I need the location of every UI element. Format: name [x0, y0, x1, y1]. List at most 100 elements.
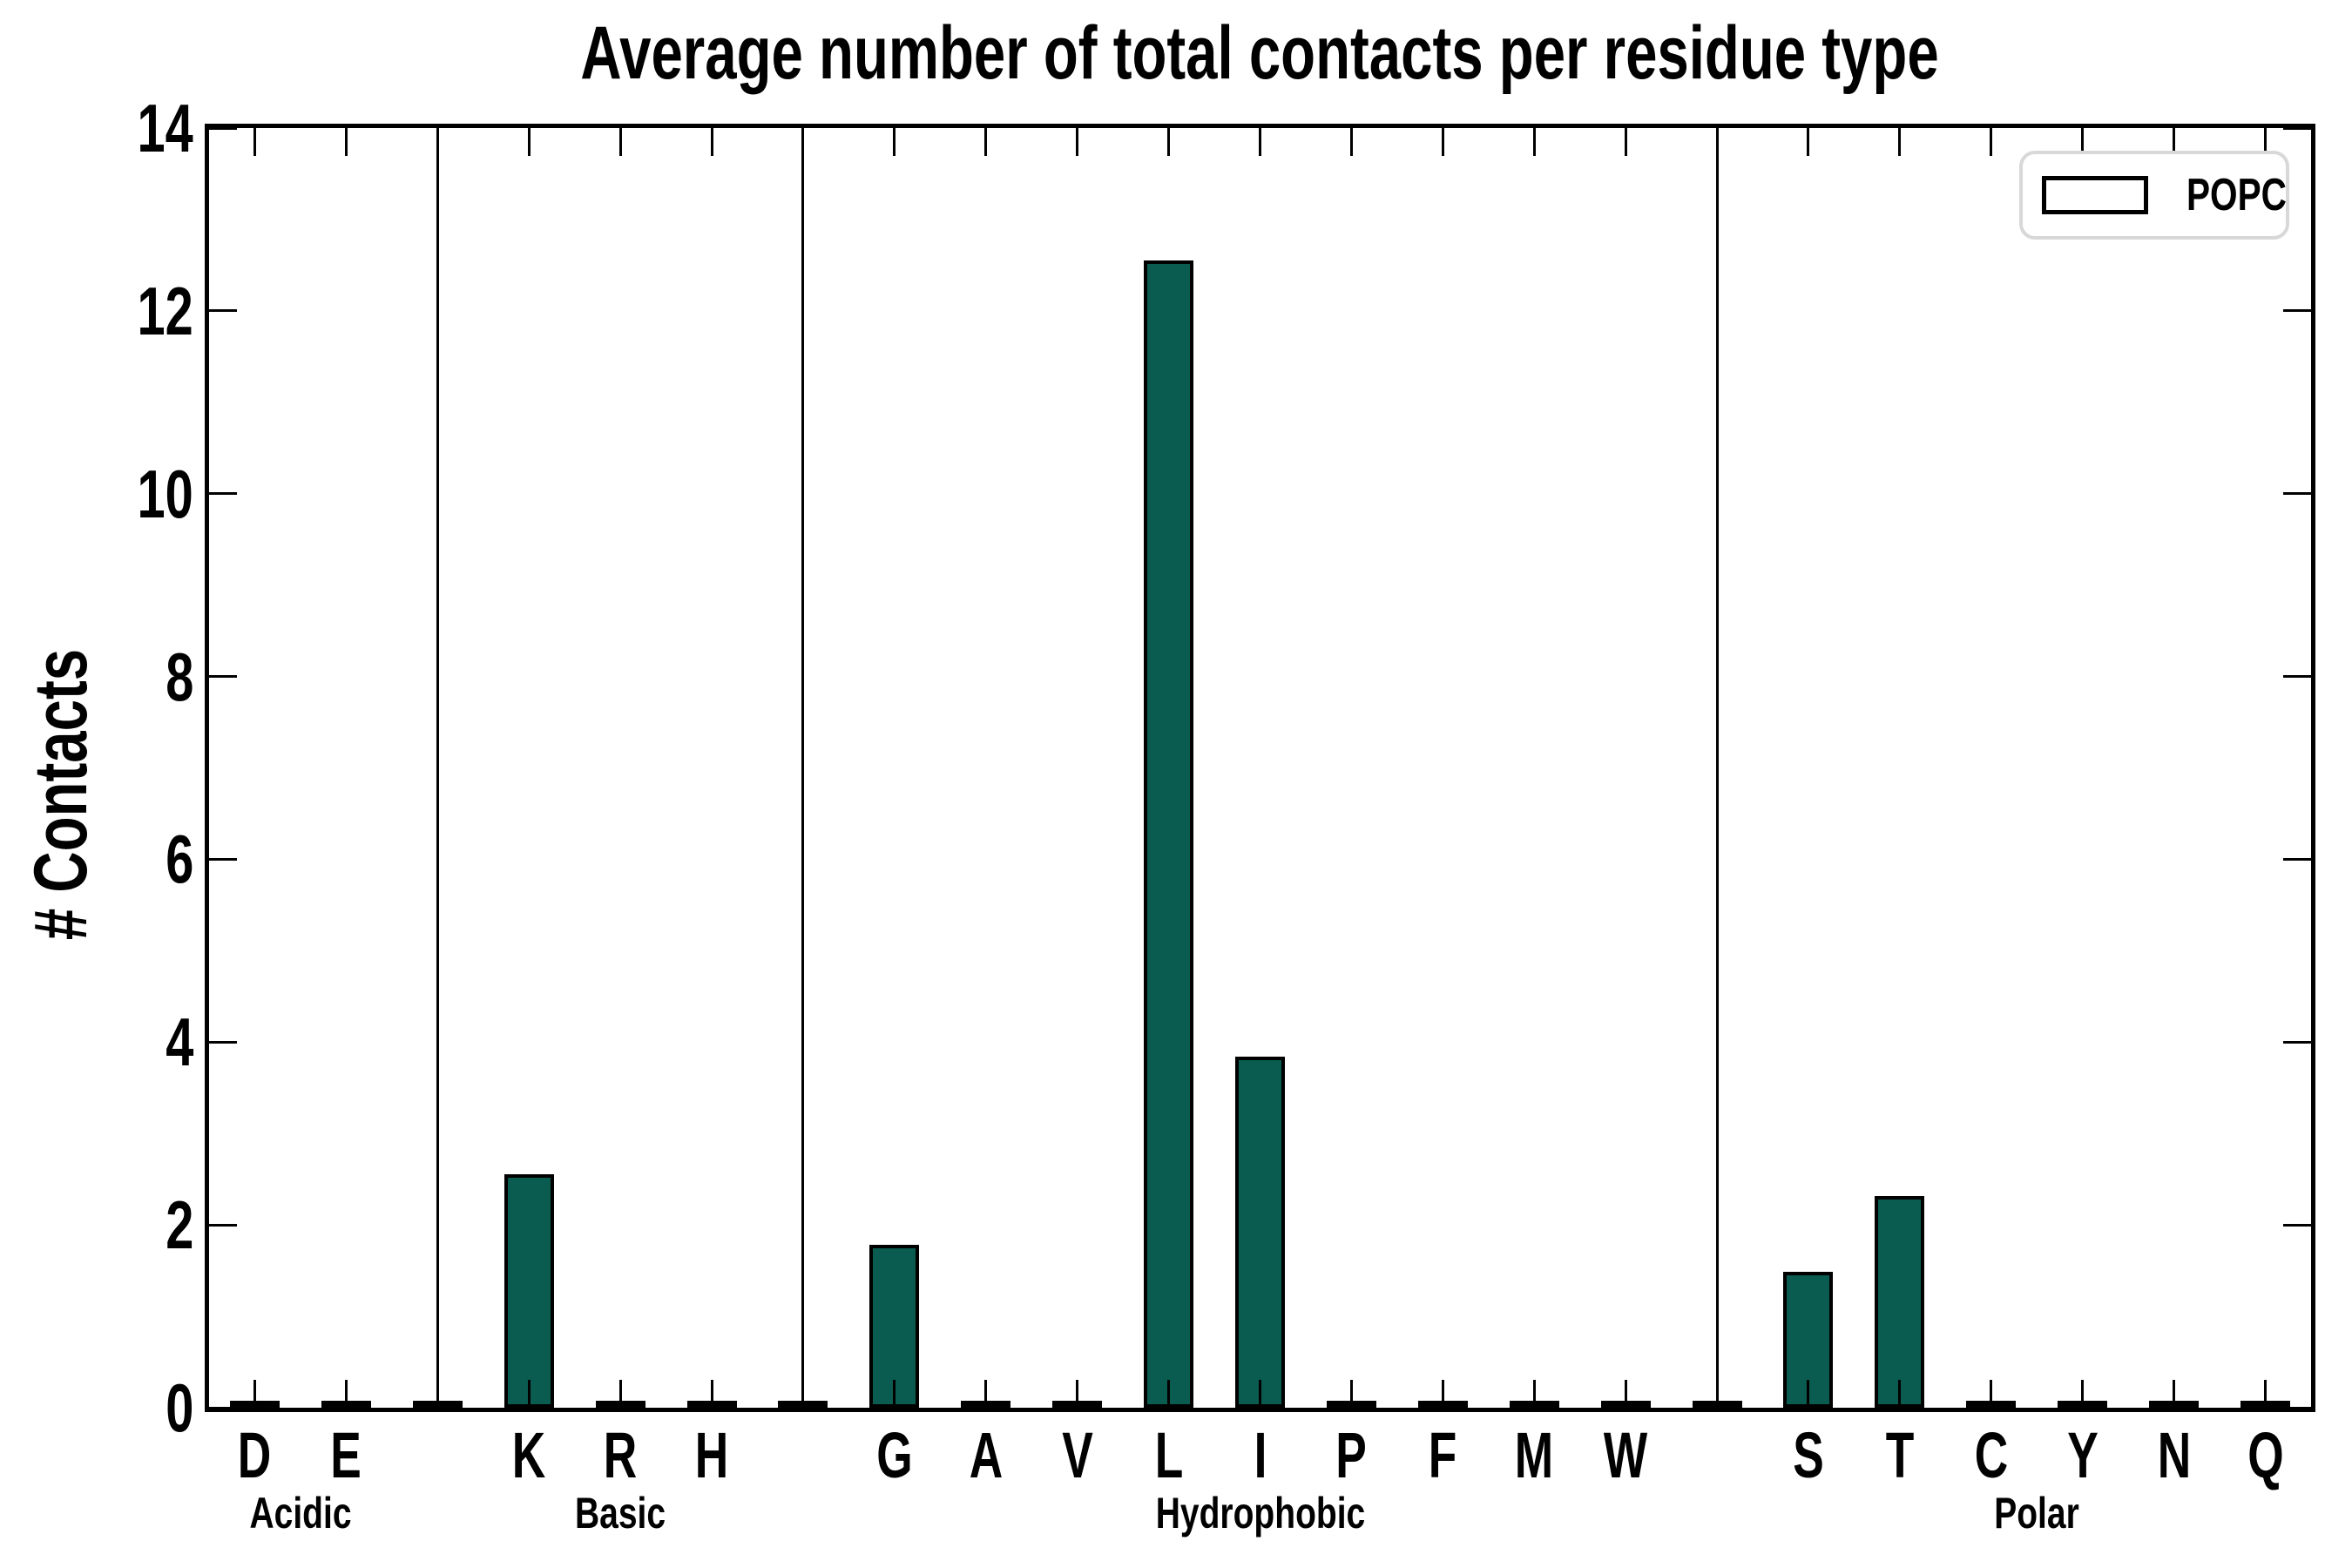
- x-tick-bottom: [984, 1380, 988, 1408]
- group-label-polar: Polar: [1994, 1489, 2080, 1538]
- y-tick-left: [209, 1223, 237, 1227]
- y-tick-label-8: 8: [165, 638, 193, 715]
- residue-label-V: V: [1061, 1419, 1093, 1491]
- x-tick-top: [1715, 128, 1719, 156]
- x-tick-top: [1441, 128, 1444, 156]
- y-tick-label-2: 2: [165, 1186, 193, 1264]
- x-tick-top: [1076, 128, 1079, 156]
- group-label-acidic: Acidic: [249, 1489, 352, 1538]
- x-tick-bottom: [1259, 1380, 1261, 1408]
- residue-label-L: L: [1154, 1419, 1183, 1491]
- bar-K: [504, 1174, 554, 1408]
- x-tick-top: [2173, 128, 2176, 156]
- x-tick-top: [2081, 128, 2085, 156]
- x-tick-bottom: [1076, 1380, 1079, 1408]
- legend-swatch-popc: [2042, 176, 2148, 214]
- residue-label-F: F: [1429, 1419, 1457, 1491]
- x-tick-bottom: [1624, 1380, 1627, 1408]
- residue-label-G: G: [876, 1419, 913, 1491]
- x-tick-top: [984, 128, 988, 156]
- x-tick-bottom: [1715, 1380, 1719, 1408]
- x-tick-bottom: [1898, 1380, 1902, 1408]
- residue-label-N: N: [2157, 1419, 2191, 1491]
- bar-I: [1235, 1057, 1285, 1408]
- x-tick-bottom: [618, 1380, 622, 1408]
- y-tick-left: [209, 1406, 237, 1409]
- y-tick-label-4: 4: [165, 1004, 193, 1081]
- residue-label-R: R: [603, 1419, 638, 1491]
- x-tick-bottom: [1990, 1380, 1993, 1408]
- y-tick-left: [209, 675, 237, 679]
- y-tick-label-0: 0: [165, 1369, 193, 1446]
- x-tick-top: [1898, 128, 1902, 156]
- x-tick-bottom: [1807, 1380, 1810, 1408]
- y-tick-label-12: 12: [137, 272, 193, 349]
- x-tick-bottom: [710, 1380, 713, 1408]
- x-tick-top: [710, 128, 713, 156]
- residue-label-M: M: [1515, 1419, 1554, 1491]
- y-tick-right: [2283, 675, 2311, 679]
- x-tick-top: [1167, 128, 1171, 156]
- x-tick-top: [1990, 128, 1993, 156]
- x-tick-bottom: [527, 1380, 531, 1408]
- residue-label-I: I: [1254, 1419, 1267, 1491]
- x-tick-top: [253, 128, 256, 156]
- y-tick-left: [209, 1040, 237, 1044]
- x-tick-top: [1807, 128, 1810, 156]
- x-tick-bottom: [436, 1380, 439, 1408]
- x-tick-top: [527, 128, 531, 156]
- x-tick-bottom: [1532, 1380, 1536, 1408]
- y-axis-label: # Contacts: [19, 648, 103, 941]
- y-tick-right: [2283, 492, 2311, 496]
- residue-label-Q: Q: [2247, 1419, 2284, 1491]
- x-tick-bottom: [801, 1380, 805, 1408]
- x-tick-top: [436, 128, 439, 156]
- bar-T: [1875, 1196, 1924, 1408]
- legend: POPC: [2019, 151, 2289, 240]
- x-tick-bottom: [344, 1380, 348, 1408]
- x-tick-bottom: [2173, 1380, 2176, 1408]
- y-tick-left: [209, 126, 237, 130]
- y-tick-label-14: 14: [137, 90, 193, 166]
- group-label-basic: Basic: [575, 1489, 666, 1538]
- residue-label-A: A: [969, 1419, 1003, 1491]
- residue-label-S: S: [1793, 1419, 1824, 1491]
- x-tick-bottom: [253, 1380, 256, 1408]
- x-tick-top: [893, 128, 896, 156]
- group-separator: [801, 128, 805, 1408]
- residue-label-K: K: [511, 1419, 546, 1491]
- bar-L: [1144, 260, 1193, 1408]
- y-tick-right: [2283, 1406, 2311, 1409]
- residue-label-Y: Y: [2066, 1419, 2099, 1491]
- legend-label: POPC: [2186, 170, 2287, 220]
- x-tick-bottom: [893, 1380, 896, 1408]
- x-tick-top: [1259, 128, 1261, 156]
- residue-label-P: P: [1335, 1419, 1368, 1491]
- y-tick-right: [2283, 309, 2311, 313]
- residue-label-D: D: [238, 1419, 272, 1491]
- x-tick-top: [1624, 128, 1627, 156]
- x-tick-bottom: [2081, 1380, 2085, 1408]
- y-tick-right: [2283, 1223, 2311, 1227]
- y-tick-left: [209, 309, 237, 313]
- y-tick-label-10: 10: [137, 455, 193, 532]
- x-tick-top: [618, 128, 622, 156]
- residue-label-T: T: [1885, 1419, 1915, 1491]
- x-tick-bottom: [1167, 1380, 1171, 1408]
- x-tick-bottom: [2264, 1380, 2268, 1408]
- y-tick-label-6: 6: [165, 821, 193, 898]
- plot-frame: [205, 124, 2315, 1412]
- y-tick-left: [209, 857, 237, 861]
- group-separator: [1715, 128, 1719, 1408]
- y-tick-right: [2283, 1040, 2311, 1044]
- y-tick-left: [209, 492, 237, 496]
- x-tick-top: [1349, 128, 1353, 156]
- y-tick-right: [2283, 857, 2311, 861]
- x-tick-top: [2264, 128, 2268, 156]
- y-tick-right: [2283, 126, 2311, 130]
- residue-label-E: E: [330, 1419, 362, 1491]
- x-tick-top: [1532, 128, 1536, 156]
- x-tick-top: [344, 128, 348, 156]
- residue-label-H: H: [694, 1419, 729, 1491]
